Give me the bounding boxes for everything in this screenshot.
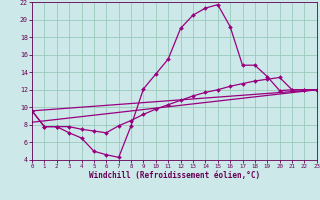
X-axis label: Windchill (Refroidissement éolien,°C): Windchill (Refroidissement éolien,°C) xyxy=(89,171,260,180)
